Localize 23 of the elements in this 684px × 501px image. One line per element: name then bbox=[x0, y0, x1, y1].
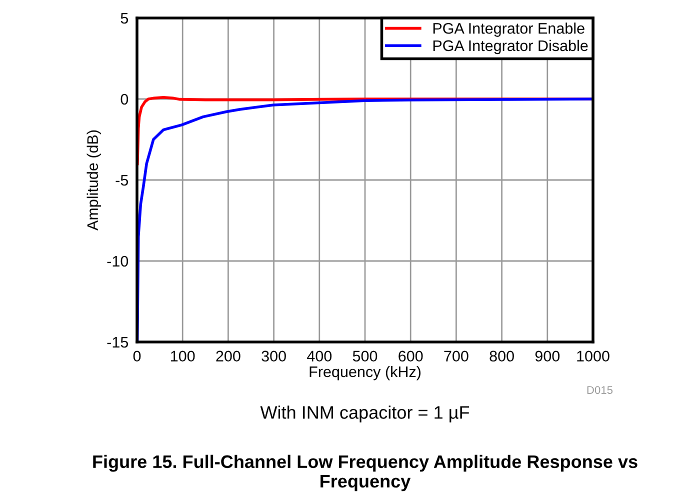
y-tick-label: -10 bbox=[107, 256, 128, 267]
x-tick-label: 900 bbox=[535, 350, 560, 362]
legend-label: PGA Integrator Disable bbox=[433, 40, 588, 54]
text: Figure 15. Full-Channel Low Frequency Amplitude Response vs Frequency bbox=[93, 454, 638, 492]
y-tick-label: -5 bbox=[116, 175, 128, 186]
x-tick-label: 600 bbox=[398, 350, 423, 362]
x-tick-label: 100 bbox=[171, 350, 195, 362]
x-tick-label: 400 bbox=[307, 350, 332, 362]
x-axis-title: Frequency (kHz) bbox=[310, 366, 421, 380]
x-tick-label: 200 bbox=[216, 350, 240, 362]
y-tick-label: 5 bbox=[120, 13, 128, 24]
text: With INM capacitor = 1 µF bbox=[260, 406, 470, 422]
x-tick-label: 700 bbox=[444, 350, 468, 362]
y-tick-label: -15 bbox=[107, 337, 128, 348]
x-tick-label: 500 bbox=[352, 350, 378, 362]
y-tick-label: 0 bbox=[120, 94, 128, 105]
y-axis-title: Amplitude (dB) bbox=[86, 130, 102, 230]
x-tick-label: 800 bbox=[490, 350, 514, 362]
x-tick-label: 1000 bbox=[577, 350, 610, 362]
text: D015 bbox=[587, 386, 613, 394]
x-tick-label: 300 bbox=[262, 350, 286, 362]
x-tick-label: 0 bbox=[133, 350, 141, 362]
legend-label: PGA Integrator Enable bbox=[433, 22, 584, 37]
